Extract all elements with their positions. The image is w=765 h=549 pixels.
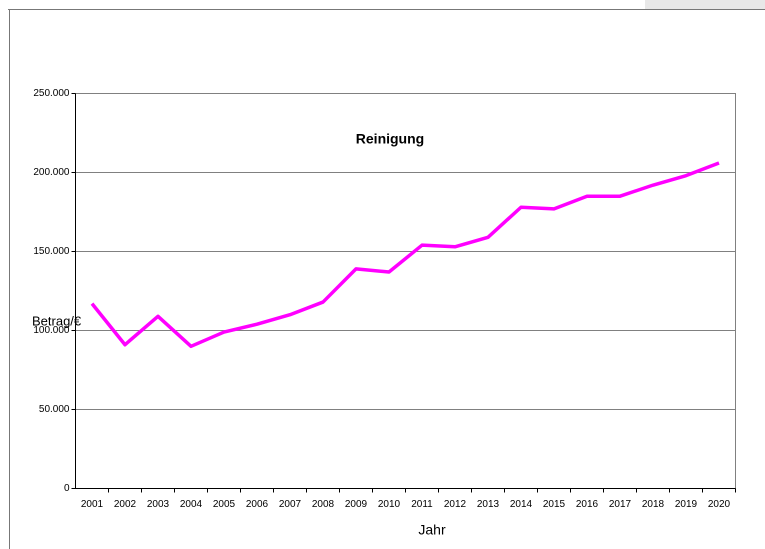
x-tick-label: 2003 <box>147 499 170 510</box>
x-tick-label: 2009 <box>345 499 368 510</box>
x-tick-label: 2013 <box>477 499 500 510</box>
chart-title: Reinigung <box>356 131 424 147</box>
x-tick-label: 2011 <box>411 499 433 510</box>
x-tick-label: 2008 <box>312 499 335 510</box>
x-tick-label: 2017 <box>609 499 632 510</box>
x-tick-label: 2012 <box>444 499 467 510</box>
y-axis-label: Betrag/€ <box>32 313 82 328</box>
x-tick-label: 2015 <box>543 499 566 510</box>
y-tick-label: 250.000 <box>33 88 70 99</box>
x-tick-label: 2018 <box>642 499 665 510</box>
x-tick-label: 2006 <box>246 499 269 510</box>
x-tick-label: 2016 <box>576 499 599 510</box>
x-tick-label: 2020 <box>708 499 731 510</box>
y-tick-label: 100.000 <box>33 325 70 336</box>
y-tick-label: 50.000 <box>39 404 70 415</box>
x-tick-label: 2004 <box>180 499 203 510</box>
x-tick-label: 2001 <box>81 499 104 510</box>
x-tick-label: 2005 <box>213 499 236 510</box>
data-line <box>90 161 720 349</box>
x-tick-label: 2007 <box>279 499 302 510</box>
x-tick-label: 2019 <box>675 499 698 510</box>
y-tick-label: 0 <box>64 483 70 494</box>
x-axis-label: Jahr <box>418 522 446 538</box>
x-tick-label: 2010 <box>378 499 401 510</box>
x-tick-label: 2002 <box>114 499 137 510</box>
plot-area <box>75 93 736 489</box>
x-tick-label: 2014 <box>510 499 533 510</box>
corner-tab <box>645 0 765 10</box>
y-tick-label: 200.000 <box>33 167 70 178</box>
y-tick-label: 150.000 <box>33 246 70 257</box>
